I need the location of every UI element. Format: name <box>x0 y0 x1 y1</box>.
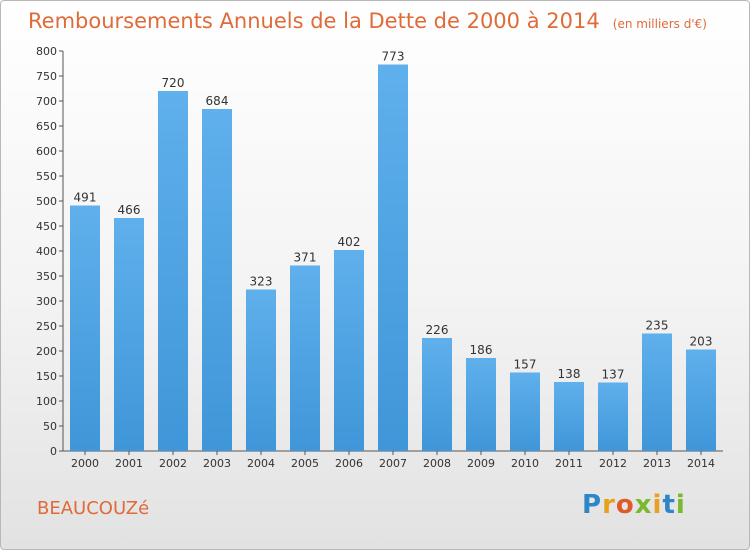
y-tick-label: 450 <box>36 220 57 233</box>
logo-letter: i <box>652 490 663 520</box>
y-tick-label: 650 <box>36 120 57 133</box>
bar-2001 <box>114 218 144 451</box>
x-tick-label-2014: 2014 <box>687 457 715 470</box>
y-tick-label: 700 <box>36 95 57 108</box>
x-tick-label-2002: 2002 <box>159 457 187 470</box>
x-tick-label-2003: 2003 <box>203 457 231 470</box>
x-tick-label-2005: 2005 <box>291 457 319 470</box>
y-tick-label: 100 <box>36 395 57 408</box>
y-tick-label: 400 <box>36 245 57 258</box>
data-label-2004: 323 <box>250 275 273 289</box>
x-tick-label-2007: 2007 <box>379 457 407 470</box>
x-tick-label-2010: 2010 <box>511 457 539 470</box>
data-label-2000: 491 <box>74 191 97 205</box>
chart-subtitle: (en milliers d'€) <box>612 17 707 31</box>
data-label-2012: 137 <box>602 368 625 382</box>
y-tick-label: 150 <box>36 370 57 383</box>
logo-letter: x <box>634 490 653 520</box>
y-tick-label: 250 <box>36 320 57 333</box>
logo-letter: P <box>582 490 603 520</box>
y-tick-label: 50 <box>43 420 57 433</box>
bar-2007 <box>378 64 408 451</box>
bar-2008 <box>422 338 452 451</box>
x-tick-label-2000: 2000 <box>71 457 99 470</box>
x-tick-label-2012: 2012 <box>599 457 627 470</box>
place-name: BEAUCOUZé <box>37 498 150 519</box>
data-label-2013: 235 <box>646 319 669 333</box>
data-label-2010: 157 <box>514 358 537 372</box>
proxiti-logo: Proxiti <box>582 490 686 520</box>
data-label-2005: 371 <box>294 251 317 265</box>
bar-2013 <box>642 333 672 451</box>
logo-letter: o <box>615 490 635 520</box>
bar-2010 <box>510 372 540 451</box>
bar-2011 <box>554 382 584 451</box>
bar-2012 <box>598 382 628 451</box>
bar-2005 <box>290 265 320 451</box>
x-tick-label-2011: 2011 <box>555 457 583 470</box>
y-tick-label: 500 <box>36 195 57 208</box>
y-tick-label: 600 <box>36 145 57 158</box>
data-label-2009: 186 <box>470 343 493 357</box>
y-tick-label: 550 <box>36 170 57 183</box>
data-label-2007: 773 <box>382 50 405 64</box>
y-tick-label: 200 <box>36 345 57 358</box>
logo-letter: r <box>602 490 616 520</box>
y-tick-label: 800 <box>36 45 57 58</box>
bar-2006 <box>334 250 364 451</box>
chart-title: Remboursements Annuels de la Dette de 20… <box>28 9 600 33</box>
x-tick-label-2008: 2008 <box>423 457 451 470</box>
data-label-2011: 138 <box>558 367 581 381</box>
y-tick-label: 750 <box>36 70 57 83</box>
y-tick-label: 300 <box>36 295 57 308</box>
bar-2000 <box>70 205 100 451</box>
x-tick-label-2001: 2001 <box>115 457 143 470</box>
data-label-2003: 684 <box>206 94 229 108</box>
bar-2014 <box>686 349 716 451</box>
bar-2003 <box>202 109 232 451</box>
x-tick-label-2013: 2013 <box>643 457 671 470</box>
logo-letter: i <box>675 490 686 520</box>
x-tick-label-2006: 2006 <box>335 457 363 470</box>
data-label-2001: 466 <box>118 203 141 217</box>
bar-2002 <box>158 91 188 451</box>
y-tick-label: 350 <box>36 270 57 283</box>
data-label-2006: 402 <box>338 235 361 249</box>
data-label-2014: 203 <box>690 335 713 349</box>
data-label-2008: 226 <box>426 323 449 337</box>
x-tick-label-2004: 2004 <box>247 457 275 470</box>
x-tick-label-2009: 2009 <box>467 457 495 470</box>
bar-2009 <box>466 358 496 451</box>
logo-letter: t <box>662 490 676 520</box>
y-tick-label: 0 <box>50 445 57 458</box>
title-row: Remboursements Annuels de la Dette de 20… <box>28 9 707 33</box>
bar-2004 <box>246 289 276 451</box>
data-label-2002: 720 <box>162 76 185 90</box>
